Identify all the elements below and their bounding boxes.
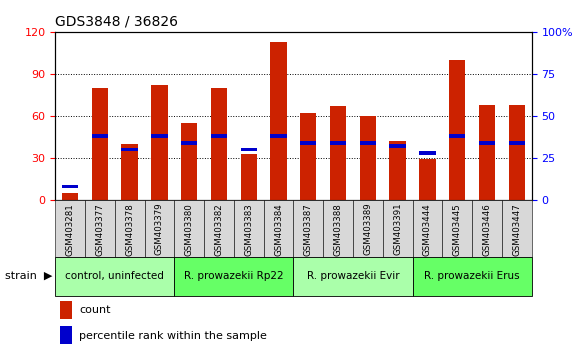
- Bar: [62, 193, 78, 200]
- Text: GSM403387: GSM403387: [304, 203, 313, 256]
- Bar: [270, 42, 286, 200]
- Bar: [85, 200, 115, 257]
- Text: GSM403389: GSM403389: [363, 203, 372, 256]
- Bar: [151, 135, 167, 138]
- Bar: [204, 200, 234, 257]
- Text: GSM403377: GSM403377: [95, 203, 105, 256]
- Bar: [241, 148, 257, 151]
- Bar: [360, 116, 376, 200]
- Bar: [293, 257, 413, 296]
- Bar: [121, 144, 138, 200]
- Bar: [502, 200, 532, 257]
- Text: GSM403446: GSM403446: [482, 203, 492, 256]
- Bar: [145, 200, 174, 257]
- Bar: [92, 135, 108, 138]
- Bar: [479, 105, 495, 200]
- Text: count: count: [79, 305, 110, 315]
- Bar: [293, 200, 323, 257]
- Bar: [419, 151, 436, 155]
- Bar: [323, 200, 353, 257]
- Text: GSM403447: GSM403447: [512, 203, 521, 256]
- Bar: [174, 257, 293, 296]
- Bar: [413, 257, 532, 296]
- Bar: [389, 141, 406, 200]
- Text: GSM403391: GSM403391: [393, 203, 402, 256]
- Bar: [115, 200, 145, 257]
- Bar: [264, 200, 293, 257]
- Bar: [479, 141, 495, 144]
- Bar: [389, 144, 406, 148]
- Bar: [383, 200, 413, 257]
- Bar: [55, 200, 85, 257]
- Bar: [419, 159, 436, 200]
- Bar: [300, 113, 317, 200]
- Text: strain  ▶: strain ▶: [5, 271, 52, 281]
- Text: R. prowazekii Evir: R. prowazekii Evir: [307, 271, 399, 281]
- Bar: [330, 141, 346, 144]
- Text: percentile rank within the sample: percentile rank within the sample: [79, 331, 267, 341]
- Bar: [92, 88, 108, 200]
- Text: GSM403281: GSM403281: [66, 203, 74, 256]
- Bar: [211, 135, 227, 138]
- Text: GSM403382: GSM403382: [214, 203, 224, 256]
- Text: GSM403384: GSM403384: [274, 203, 283, 256]
- Bar: [449, 135, 465, 138]
- Bar: [353, 200, 383, 257]
- Bar: [151, 85, 167, 200]
- Bar: [413, 200, 442, 257]
- Text: GSM403380: GSM403380: [185, 203, 193, 256]
- Text: GSM403388: GSM403388: [333, 203, 343, 256]
- Bar: [181, 123, 198, 200]
- Bar: [181, 141, 198, 144]
- Bar: [508, 105, 525, 200]
- Bar: [174, 200, 204, 257]
- Bar: [234, 200, 264, 257]
- Bar: [472, 200, 502, 257]
- Bar: [60, 301, 72, 319]
- Text: control, uninfected: control, uninfected: [65, 271, 164, 281]
- Text: R. prowazekii Erus: R. prowazekii Erus: [424, 271, 520, 281]
- Bar: [330, 106, 346, 200]
- Bar: [55, 257, 174, 296]
- Bar: [121, 148, 138, 151]
- Bar: [300, 141, 317, 144]
- Bar: [442, 200, 472, 257]
- Text: R. prowazekii Rp22: R. prowazekii Rp22: [184, 271, 284, 281]
- Bar: [360, 141, 376, 144]
- Text: GSM403378: GSM403378: [125, 203, 134, 256]
- Text: GDS3848 / 36826: GDS3848 / 36826: [55, 14, 178, 28]
- Bar: [62, 185, 78, 188]
- Text: GSM403444: GSM403444: [423, 203, 432, 256]
- Bar: [60, 326, 72, 344]
- Bar: [508, 141, 525, 144]
- Bar: [270, 135, 286, 138]
- Bar: [449, 60, 465, 200]
- Text: GSM403383: GSM403383: [244, 203, 253, 256]
- Text: GSM403379: GSM403379: [155, 203, 164, 256]
- Bar: [211, 88, 227, 200]
- Bar: [241, 154, 257, 200]
- Text: GSM403445: GSM403445: [453, 203, 462, 256]
